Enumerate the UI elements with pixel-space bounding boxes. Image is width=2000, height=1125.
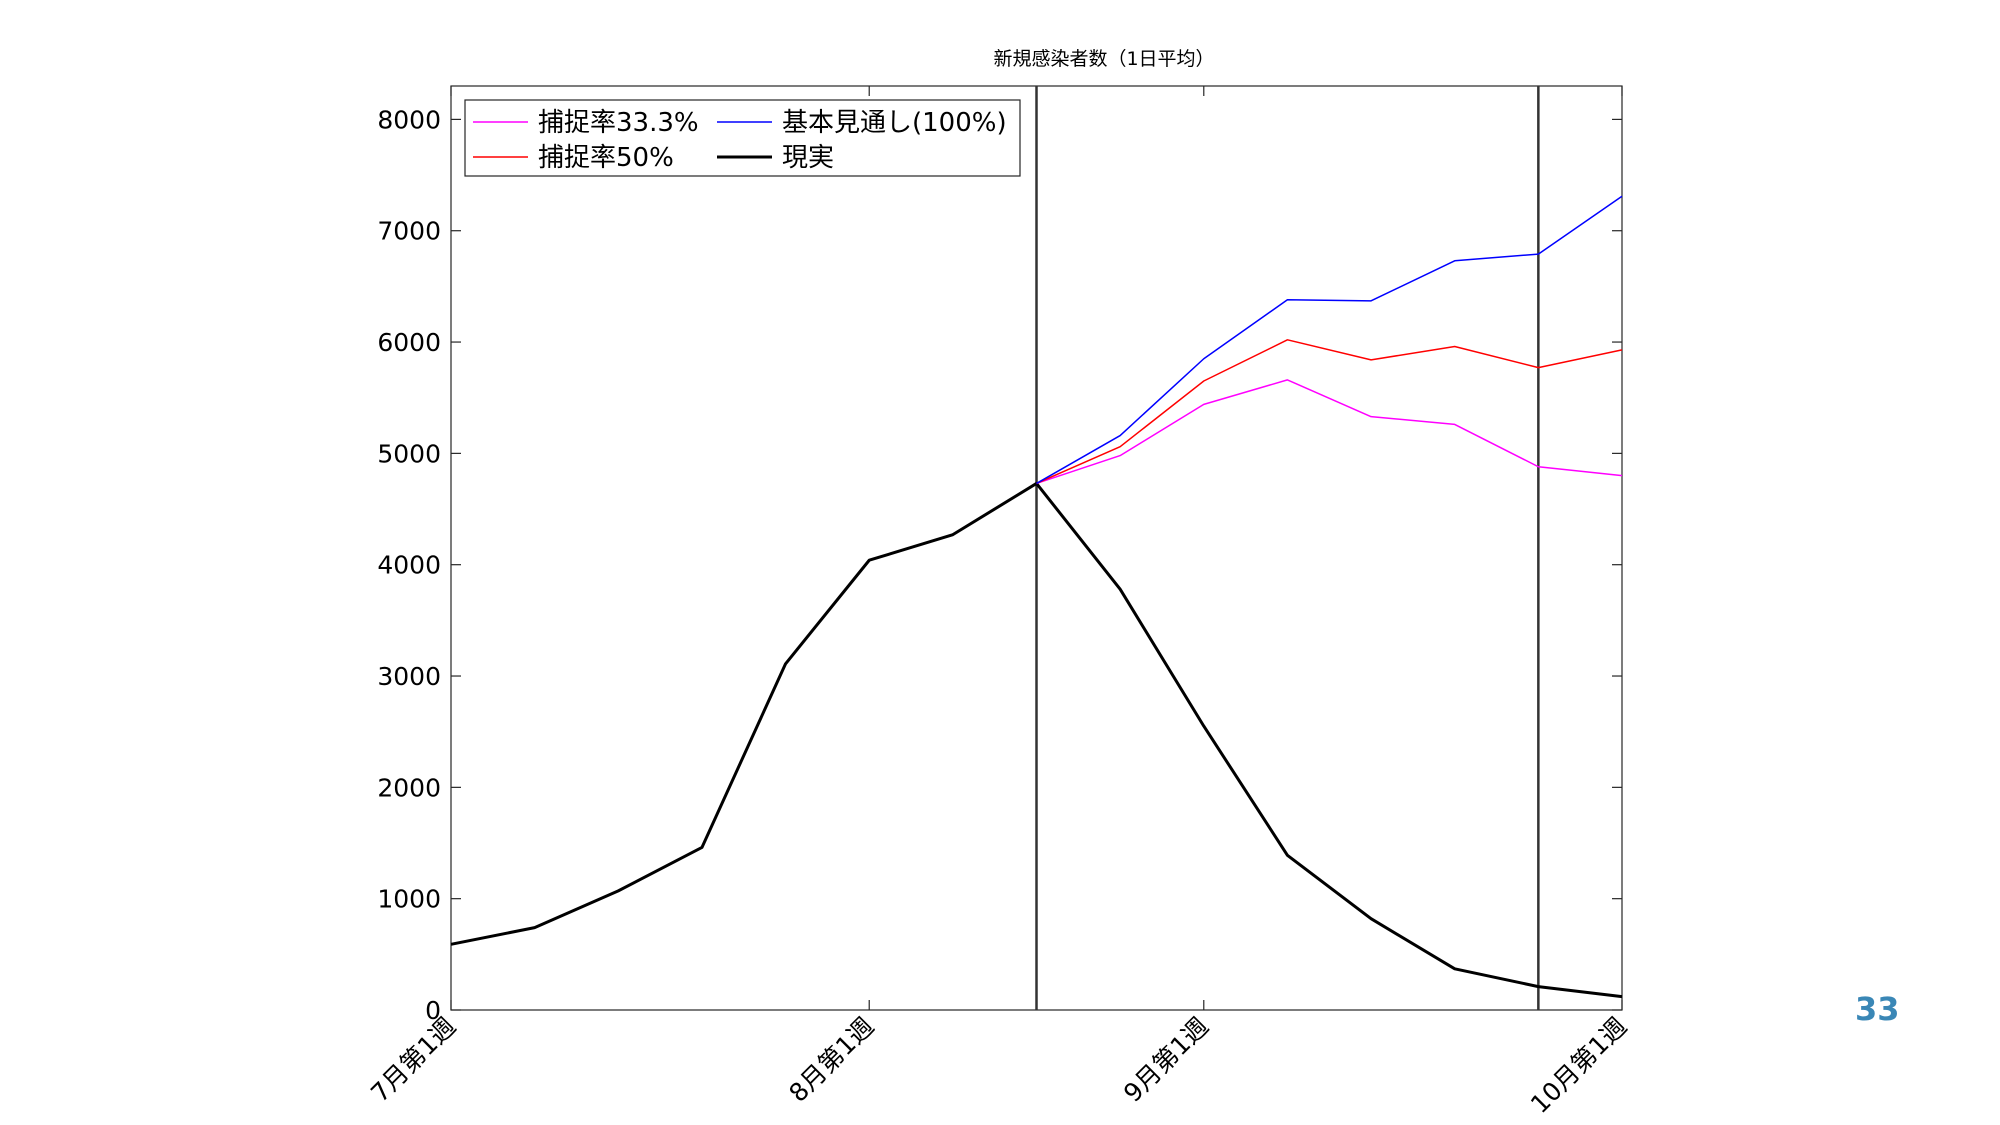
legend-label: 現実 bbox=[782, 143, 834, 173]
y-tick-label: 3000 bbox=[377, 662, 441, 691]
y-tick-label: 0 bbox=[425, 996, 441, 1025]
series-line-0 bbox=[1036, 379, 1623, 485]
y-tick-label: 8000 bbox=[377, 105, 441, 134]
page-number: 33 bbox=[1855, 990, 1900, 1028]
series-line-2 bbox=[1036, 195, 1623, 485]
y-tick-label: 4000 bbox=[377, 551, 441, 580]
y-tick-label: 6000 bbox=[377, 328, 441, 357]
y-tick-label: 1000 bbox=[377, 885, 441, 914]
y-tick-label: 2000 bbox=[377, 773, 441, 802]
x-tick-label: 7月第1週 bbox=[365, 1012, 461, 1108]
y-tick-label: 5000 bbox=[377, 439, 441, 468]
series-line-1 bbox=[1036, 339, 1623, 485]
legend-label: 基本見通し(100%) bbox=[782, 108, 1007, 138]
x-tick-label: 10月第1週 bbox=[1525, 1012, 1632, 1119]
y-tick-label: 7000 bbox=[377, 217, 441, 246]
legend-label: 捕捉率50% bbox=[538, 143, 674, 173]
x-tick-label: 9月第1週 bbox=[1118, 1012, 1214, 1108]
chart-title: 新規感染者数（1日平均） bbox=[993, 48, 1214, 70]
legend-box bbox=[464, 99, 1021, 177]
x-tick-label: 8月第1週 bbox=[783, 1012, 879, 1108]
legend-label: 捕捉率33.3% bbox=[538, 108, 699, 138]
